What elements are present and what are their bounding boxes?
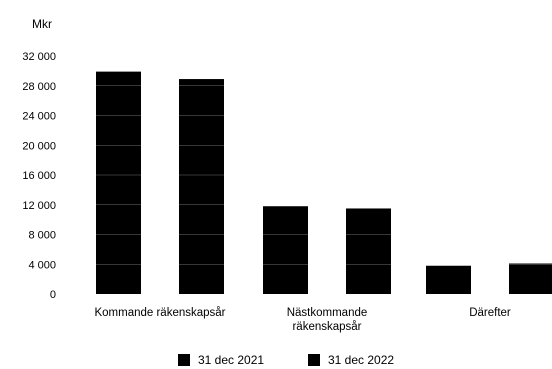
- y-tick-label: 24 000: [22, 111, 56, 123]
- legend-label: 31 dec 2022: [328, 353, 394, 367]
- y-axis-ticks: 0 4 000 8 000 12 000 16 000 20 000 24 000 28 00…: [22, 51, 56, 301]
- y-tick-label: 4 000: [28, 259, 56, 271]
- y-tick-label: 12 000: [22, 200, 56, 212]
- x-axis-labels: Kommande räkenskapsår Nästkommande räkensk…: [94, 307, 510, 333]
- bars: [96, 71, 552, 295]
- x-category-label: räkenskapsår: [292, 321, 361, 333]
- y-tick-label: 8 000: [28, 230, 56, 242]
- x-category-label: Nästkommande: [287, 307, 368, 319]
- y-tick-label: 20 000: [22, 140, 56, 152]
- bar-1-series-0: [263, 206, 308, 294]
- gridlines: [96, 85, 552, 265]
- legend: 31 dec 2021 31 dec 2022: [178, 353, 394, 367]
- y-tick-label: 28 000: [22, 81, 56, 93]
- x-category-label: Kommande räkenskapsår: [94, 307, 225, 319]
- bar-2-series-0: [426, 265, 471, 294]
- bar-0-series-1: [179, 79, 224, 295]
- x-category-label: Därefter: [469, 307, 511, 319]
- y-tick-label: 16 000: [22, 170, 56, 182]
- legend-label: 31 dec 2021: [198, 353, 264, 367]
- y-tick-label: 32 000: [22, 51, 56, 63]
- bar-2-series-1: [509, 263, 552, 294]
- y-tick-label: 0: [50, 289, 56, 301]
- legend-swatch: [178, 354, 190, 366]
- legend-swatch: [308, 354, 320, 366]
- bar-0-series-0: [96, 71, 141, 295]
- bar-1-series-1: [346, 208, 391, 294]
- y-unit-label: Mkr: [32, 17, 52, 31]
